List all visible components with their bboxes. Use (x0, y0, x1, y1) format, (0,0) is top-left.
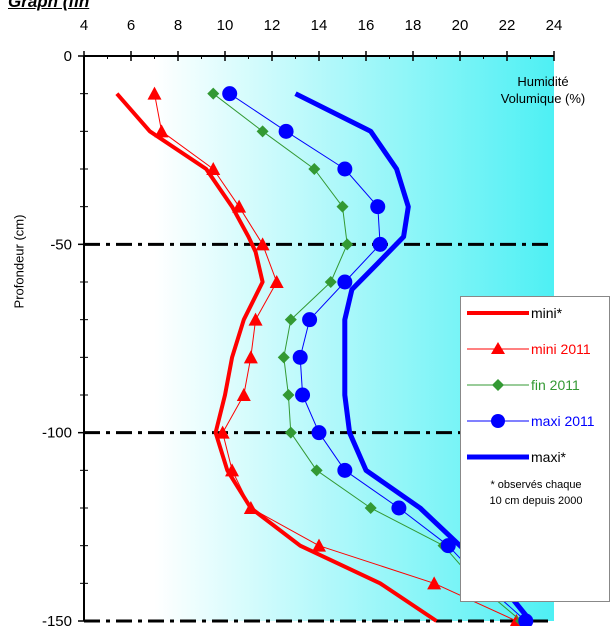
data-point (255, 237, 270, 251)
data-point (312, 538, 326, 552)
data-point (243, 350, 258, 364)
data-point (225, 463, 240, 477)
legend-note: * observés chaque 10 cm depuis 2000 (461, 477, 611, 509)
data-point (337, 161, 353, 177)
data-point (248, 312, 263, 326)
legend-note-line-1: * observés chaque (490, 479, 582, 491)
legend-item-maxi: maxi* (461, 447, 611, 467)
data-point (269, 275, 284, 288)
series-line (294, 91, 533, 623)
legend-label-maxi-2011: maxi 2011 (531, 413, 595, 429)
legend-swatch-maxi-2011 (467, 414, 529, 428)
data-point (256, 125, 269, 138)
y-tick-label: -100 (42, 425, 72, 442)
x-tick-label: 10 (217, 17, 234, 34)
series-mini-2011 (147, 86, 523, 626)
legend-swatch-fin-2011 (467, 379, 529, 391)
x-axis-label-line-2: Volumique (%) (500, 91, 586, 106)
x-tick-label: 22 (499, 17, 516, 34)
series-mini (115, 92, 438, 623)
legend-note-line-2: 10 cm depuis 2000 (489, 495, 583, 507)
y-tick-label: 0 (64, 48, 72, 65)
legend-swatch-mini-2011 (467, 342, 529, 354)
data-point (391, 500, 407, 516)
x-tick-label: 4 (80, 17, 88, 34)
legend-item-mini-2011: mini 2011 (461, 339, 611, 359)
data-point (336, 200, 349, 213)
data-point (311, 425, 327, 441)
legend-label-mini: mini* (531, 305, 563, 321)
x-tick-label: 16 (358, 17, 375, 34)
data-point (282, 389, 295, 401)
data-point (324, 276, 337, 288)
data-point (440, 538, 456, 554)
data-point (215, 425, 230, 439)
chart-heading-fragment: Graph (fin (8, 0, 90, 11)
x-tick-label: 20 (452, 17, 469, 34)
data-point (147, 86, 162, 100)
data-point (427, 576, 442, 590)
x-tick-label: 12 (264, 17, 281, 34)
y-tick-label: -150 (42, 613, 72, 626)
data-point (295, 387, 311, 403)
data-point (206, 162, 221, 175)
legend-item-mini: mini* (461, 303, 611, 323)
x-axis-label-line-1: Humidité (517, 74, 569, 89)
data-point (284, 313, 297, 326)
x-tick-label: 6 (127, 17, 135, 34)
data-point (310, 464, 323, 477)
legend-item-maxi-2011: maxi 2011 (461, 411, 611, 431)
data-point (308, 163, 321, 175)
data-point (154, 124, 169, 138)
legend-item-fin-2011: fin 2011 (461, 375, 611, 395)
data-point (222, 86, 238, 102)
axes: 4 6 8 10 12 14 16 18 20 22 24 0 -50 -100 -150 (42, 17, 562, 626)
legend-swatch-mini (467, 311, 529, 315)
series-maxi-2011 (222, 86, 534, 626)
y-axis-label: Profondeur (cm) (11, 214, 27, 309)
data-point (243, 501, 258, 514)
legend: mini* mini 2011 fin 2011 maxi 2011 maxi*… (460, 296, 610, 602)
data-point (337, 274, 353, 290)
data-point (364, 502, 377, 514)
data-point (207, 87, 220, 100)
legend-label-fin-2011: fin 2011 (531, 377, 580, 393)
x-tick-label: 14 (311, 17, 328, 34)
x-tick-label: 24 (546, 17, 563, 34)
data-point (277, 351, 290, 364)
data-point (284, 426, 297, 439)
x-tick-label: 18 (405, 17, 422, 34)
legend-label-maxi: maxi* (531, 449, 567, 465)
series-maxi (294, 91, 533, 623)
data-point (372, 236, 388, 252)
x-tick-label: 8 (174, 17, 182, 34)
data-point (278, 123, 294, 139)
legend-label-mini-2011: mini 2011 (531, 341, 591, 357)
data-point (302, 312, 318, 328)
data-point (232, 199, 247, 213)
legend-swatch-maxi (467, 454, 529, 460)
x-axis-label: Humidité Volumique (%) (478, 74, 608, 106)
y-tick-label: -50 (50, 236, 72, 253)
series-layer (115, 86, 534, 626)
data-point (337, 462, 353, 478)
data-point (341, 238, 354, 251)
data-point (370, 199, 386, 215)
series-line (115, 92, 438, 623)
data-point (236, 388, 251, 401)
data-point (292, 349, 308, 365)
